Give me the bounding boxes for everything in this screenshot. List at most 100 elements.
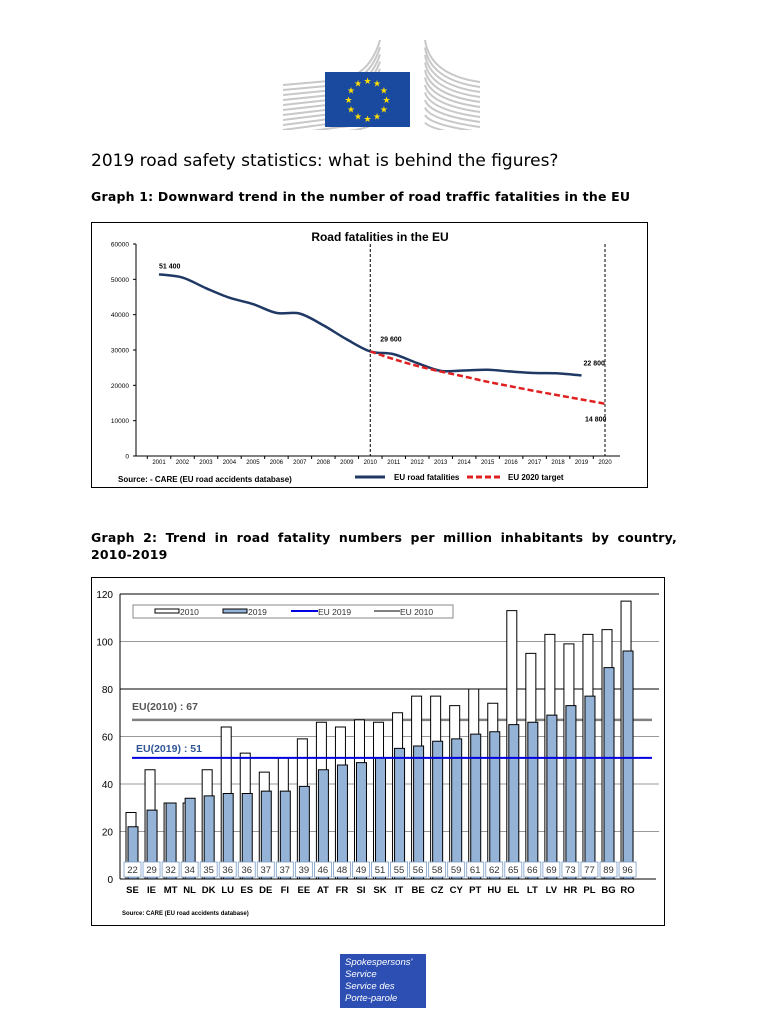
bar-2019-IE xyxy=(146,809,158,880)
bar-value-label: 51 xyxy=(375,865,386,876)
bar-2019-EL xyxy=(508,724,520,880)
bar-value-box xyxy=(561,861,580,878)
x-tick-label: 2005 xyxy=(246,460,260,466)
y-tick-label: 100 xyxy=(96,638,113,649)
graph2-heading-line2: 2010-2019 xyxy=(91,547,168,562)
bar-value-label: 37 xyxy=(280,865,291,876)
building-line xyxy=(424,69,481,103)
bar-value-box xyxy=(199,861,218,878)
x-tick-label: 2013 xyxy=(434,460,448,466)
spokespersons-service-logo: Spokespersons' Service Service des Porte… xyxy=(340,954,426,1008)
bar-value-box xyxy=(256,861,275,878)
bar-value-label: 77 xyxy=(584,865,595,876)
chart-source: Source: CARE (EU road accidents database… xyxy=(122,911,249,917)
bar-2019-NL xyxy=(184,797,196,880)
legend-label-eu-2019: EU 2019 xyxy=(318,607,351,617)
bar-value-box xyxy=(409,861,428,878)
footer-logo-line: Spokespersons' xyxy=(345,957,413,968)
bar-value-box xyxy=(580,861,599,878)
graph2-heading-line1: Graph 2: Trend in road fatality numbers … xyxy=(91,530,677,545)
x-tick-label: FI xyxy=(281,885,289,896)
bar-value-box xyxy=(371,861,389,878)
building-line xyxy=(424,84,481,113)
x-tick-label: AT xyxy=(317,885,329,896)
eu-star-icon: ★ xyxy=(380,105,388,115)
bar-value-label: 73 xyxy=(565,865,576,876)
legend-label-eu-2020-target: EU 2020 target xyxy=(508,473,564,482)
x-tick-label: EL xyxy=(507,885,519,896)
bar-2019-AT xyxy=(317,769,329,880)
footer-logo-line: Service des xyxy=(345,981,395,992)
chart-title: Road fatalities in the EU xyxy=(311,230,448,244)
legend-swatch-2010 xyxy=(154,608,180,614)
building-line xyxy=(424,99,481,123)
x-tick-label: HU xyxy=(487,885,501,896)
y-tick-label: 120 xyxy=(96,590,113,601)
x-tick-label: DK xyxy=(202,885,216,896)
bar-value-label: 35 xyxy=(203,865,214,876)
bar-value-box xyxy=(333,861,351,878)
chart-source: Source: - CARE (EU road accidents databa… xyxy=(118,475,292,484)
bar-2019-LT xyxy=(527,721,539,880)
bar-2019-DK xyxy=(203,795,215,880)
bar-value-box xyxy=(180,861,199,878)
x-tick-label: SE xyxy=(126,885,139,896)
bar-2019-PL xyxy=(584,695,596,880)
bar-2019-HU xyxy=(489,731,501,880)
bar-2019-SE xyxy=(127,826,139,880)
bar-2019-PT xyxy=(470,733,482,880)
bar-value-label: 55 xyxy=(394,865,405,876)
x-tick-label: 2001 xyxy=(152,460,166,466)
legend-label-eu-road-fatalities: EU road fatalities xyxy=(394,473,460,482)
bar-2019-SI xyxy=(355,762,367,880)
data-label: 14 800 xyxy=(585,417,607,424)
bar-value-box xyxy=(618,861,637,878)
x-tick-label: IE xyxy=(147,885,156,896)
x-tick-label: 2007 xyxy=(293,460,307,466)
y-tick-label: 20 xyxy=(102,828,114,839)
x-tick-label: LV xyxy=(546,885,558,896)
building-line xyxy=(424,39,481,83)
x-tick-label: PL xyxy=(583,885,595,896)
x-tick-label: 2004 xyxy=(223,460,237,466)
x-tick-label: LT xyxy=(527,885,538,896)
bar-value-label: 37 xyxy=(260,865,271,876)
bar-value-box xyxy=(542,861,561,878)
bar-value-box xyxy=(123,861,142,878)
bar-value-label: 32 xyxy=(165,865,176,876)
building-line xyxy=(424,121,447,130)
building-line xyxy=(424,77,481,108)
x-tick-label: 2010 xyxy=(364,460,378,466)
bar-value-label: 65 xyxy=(508,865,519,876)
graph1-heading: Graph 1: Downward trend in the number of… xyxy=(91,189,631,204)
building-line xyxy=(424,92,481,118)
data-label: 51 400 xyxy=(159,263,181,270)
bar-value-label: 34 xyxy=(184,865,195,876)
x-tick-label: 2003 xyxy=(199,460,213,466)
european-commission-logo: ★ ★★★★★★★★★★★ xyxy=(282,39,481,130)
y-tick-label: 10000 xyxy=(111,418,129,425)
bar-2019-LU xyxy=(222,793,234,880)
series-line-eu-road-fatalities xyxy=(158,273,582,377)
bar-2019-LV xyxy=(546,714,558,880)
x-tick-label: PT xyxy=(469,885,481,896)
x-tick-label: SK xyxy=(373,885,386,896)
bar-value-box xyxy=(504,861,523,878)
bar-value-label: 58 xyxy=(432,865,443,876)
legend-label-2010: 2010 xyxy=(180,607,199,617)
bar-value-label: 48 xyxy=(337,865,348,876)
bar-2019-ES xyxy=(241,793,253,880)
x-tick-label: MT xyxy=(164,885,178,896)
x-tick-label: DE xyxy=(259,885,272,896)
x-tick-label: SI xyxy=(356,885,365,896)
eu-star-icon: ★ xyxy=(382,95,390,105)
y-tick-label: 20000 xyxy=(111,383,129,390)
building-line xyxy=(424,62,481,98)
bar-value-label: 66 xyxy=(527,865,538,876)
bar-2019-EE xyxy=(298,785,310,880)
y-tick-label: 0 xyxy=(107,875,113,886)
x-tick-label: 2006 xyxy=(270,460,284,466)
x-tick-label: 2017 xyxy=(528,460,542,466)
x-tick-label: CY xyxy=(450,885,464,896)
